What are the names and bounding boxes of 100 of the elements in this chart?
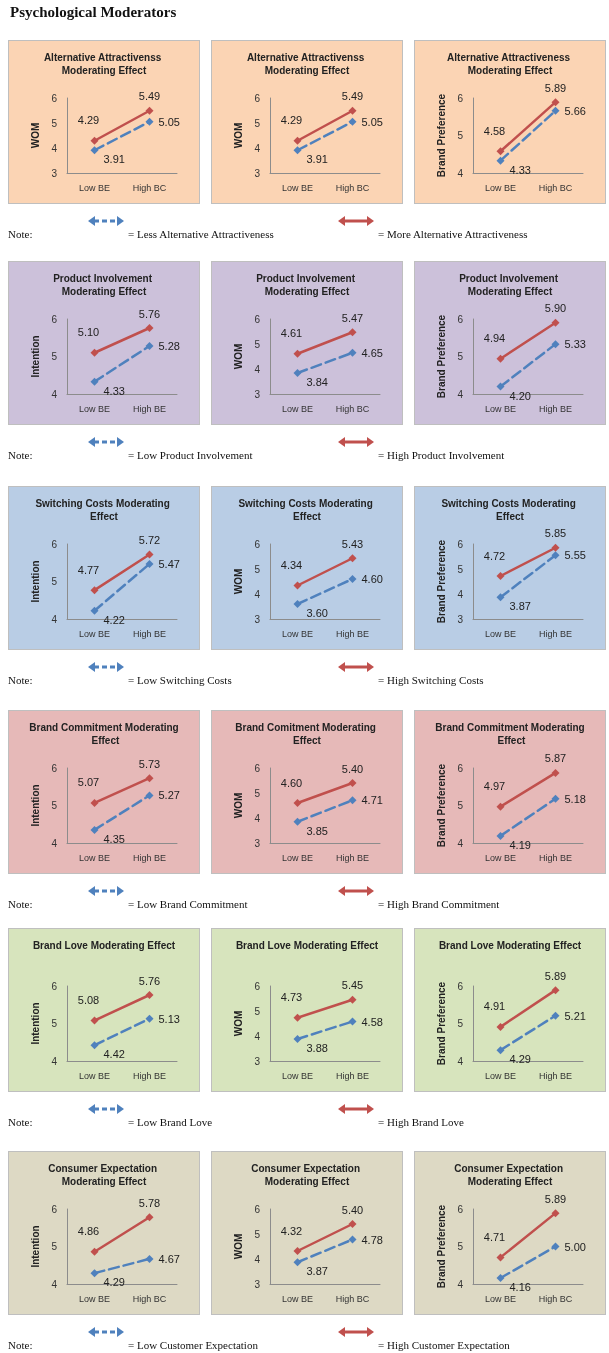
y-tick-label: 6 — [457, 980, 464, 992]
data-label: 5.89 — [544, 1192, 567, 1205]
x-tick-label: High BC — [335, 403, 370, 414]
y-tick-label: 6 — [254, 762, 261, 774]
point — [293, 799, 302, 807]
point — [293, 146, 302, 155]
y-tick-label: 6 — [51, 762, 58, 774]
point — [293, 136, 302, 145]
data-label: 5.47 — [341, 311, 364, 324]
data-label: 5.40 — [341, 762, 364, 775]
point — [293, 1247, 302, 1255]
point — [348, 554, 357, 563]
text: = Low Brand Commitment — [128, 898, 248, 910]
x-tick-label: High BC — [538, 1293, 573, 1304]
point — [293, 600, 302, 608]
y-axis-title: Brand Preference — [436, 314, 448, 399]
y-tick-label: 5 — [254, 1005, 261, 1017]
data-label: 4.61 — [280, 327, 303, 340]
point — [293, 1035, 302, 1043]
point — [348, 779, 357, 787]
text: = Low Product Involvement — [128, 449, 253, 461]
chart-title: Consumer Expectation Moderating Effect — [454, 1163, 566, 1187]
data-label: 4.33 — [509, 163, 531, 176]
data-label: 4.32 — [280, 1224, 303, 1237]
x-tick-label: Low BE — [281, 403, 314, 414]
y-tick-label: 4 — [254, 812, 261, 824]
point — [496, 802, 505, 811]
data-label: 3.87 — [509, 600, 531, 613]
chart-title: Brand Comitment Moderating Effect — [235, 722, 379, 746]
chart-title: Switching Costs Moderating Effect — [35, 498, 173, 522]
point — [496, 354, 505, 363]
point — [145, 550, 154, 559]
x-tick-label: High BC — [132, 182, 167, 193]
data-label: 5.40 — [341, 1203, 364, 1216]
point — [496, 572, 505, 580]
data-label: 4.58 — [483, 124, 506, 137]
point — [496, 593, 505, 602]
x-tick-label: High BE — [335, 628, 370, 639]
y-tick-label: 5 — [51, 1018, 58, 1029]
point — [551, 1242, 560, 1251]
x-tick-label: Low BE — [484, 1070, 517, 1081]
x-tick-label: Low BE — [281, 1293, 314, 1304]
point — [496, 1274, 505, 1282]
point — [90, 798, 99, 807]
data-label: 3.91 — [103, 153, 125, 166]
text: = Low Customer Expectation — [128, 1339, 258, 1351]
x-tick-label: High BE — [538, 403, 573, 414]
y-tick-label: 4 — [457, 167, 464, 179]
point — [496, 1046, 505, 1055]
point — [348, 1235, 357, 1244]
y-tick-label: 5 — [457, 351, 464, 362]
y-tick-label: 5 — [51, 576, 58, 587]
data-label: 5.73 — [138, 757, 161, 770]
data-label: 4.19 — [509, 838, 531, 851]
point — [348, 348, 357, 357]
x-tick-label: Low BE — [78, 182, 111, 193]
y-axis-title: WOM — [233, 122, 245, 149]
data-label: 5.13 — [158, 1012, 180, 1025]
x-tick-label: High BE — [132, 1070, 167, 1081]
point — [496, 831, 505, 840]
point — [145, 559, 154, 568]
data-label: 4.16 — [509, 1281, 531, 1293]
point — [90, 586, 99, 595]
chart-title: Alternative Attractiveness Moderating Effect — [447, 52, 573, 76]
point — [496, 147, 505, 156]
data-label: 4.71 — [483, 1230, 506, 1243]
point — [496, 1022, 505, 1031]
x-tick-label: Low BE — [484, 182, 517, 193]
point — [496, 156, 505, 165]
text: = High Brand Commitment — [378, 898, 500, 910]
x-tick-label: Low BE — [78, 403, 111, 414]
y-tick-label: 4 — [51, 1278, 58, 1290]
y-tick-label: 4 — [457, 1055, 464, 1067]
chart-title: Brand Love Moderating Effect — [235, 940, 379, 951]
data-label: 4.22 — [103, 613, 125, 626]
text: = More Alternative Attractiveness — [378, 228, 528, 240]
data-label: 5.89 — [544, 969, 567, 982]
y-axis-title: Intention — [30, 784, 42, 827]
data-label: 4.65 — [361, 346, 383, 359]
data-label: 5.05 — [158, 115, 180, 128]
y-tick-label: 4 — [51, 142, 58, 154]
x-tick-label: High BC — [335, 182, 370, 193]
y-tick-label: 3 — [51, 167, 58, 179]
text: Note: — [8, 1116, 33, 1128]
y-tick-label: 5 — [51, 351, 58, 362]
y-tick-label: 6 — [254, 538, 261, 550]
y-axis-title: Brand Preference — [436, 539, 448, 624]
data-label: 4.73 — [280, 991, 303, 1004]
point — [90, 606, 99, 615]
y-tick-label: 4 — [254, 588, 261, 600]
data-label: 5.08 — [77, 994, 100, 1006]
data-label: 5.90 — [544, 302, 567, 315]
point — [348, 1220, 357, 1228]
data-label: 5.10 — [77, 326, 100, 339]
data-label: 4.29 — [103, 1276, 125, 1289]
y-axis-title: Brand Preference — [436, 1204, 448, 1289]
x-tick-label: High BE — [132, 628, 167, 639]
data-label: 5.55 — [564, 549, 586, 562]
data-label: 5.85 — [544, 527, 567, 540]
data-label: 5.72 — [138, 534, 161, 546]
